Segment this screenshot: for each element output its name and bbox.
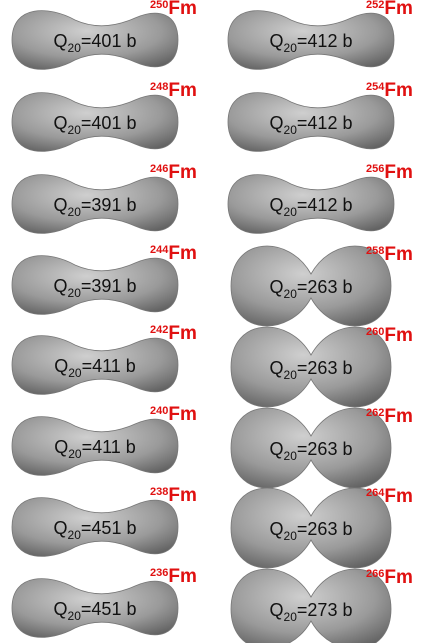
panel: Q20=412 b [228,11,394,70]
q-value: =451 b [81,599,137,619]
q-value: =401 b [81,31,137,51]
q-subscript: 20 [284,610,298,624]
q-subscript: 20 [284,205,298,219]
q-symbol: Q [270,519,284,539]
q-subscript: 20 [284,41,298,55]
q-value: =263 b [297,277,353,297]
figure: Q20=401 b250FmQ20=401 b248FmQ20=391 b246… [0,0,427,643]
element-symbol: Fm [168,80,197,101]
panel: Q20=263 b [231,246,391,326]
q-subscript: 20 [68,286,82,300]
q-value: =273 b [297,600,353,620]
element-symbol: Fm [168,243,197,264]
mass-number: 248 [150,81,168,93]
q-subscript: 20 [68,123,82,137]
element-symbol: Fm [168,404,197,425]
panel: Q20=263 b [231,408,391,488]
mass-number: 244 [150,244,169,256]
element-symbol: Fm [384,0,413,19]
q-symbol: Q [54,599,68,619]
element-symbol: Fm [168,0,197,19]
q-value: =263 b [297,519,353,539]
panel: Q20=263 b [231,488,391,568]
q-value: =412 b [297,31,353,51]
q-subscript: 20 [68,528,82,542]
mass-number: 262 [366,407,384,419]
q-symbol: Q [54,31,68,51]
element-symbol: Fm [168,485,197,506]
mass-number: 256 [366,163,384,175]
panel: Q20=411 b [12,417,178,476]
element-symbol: Fm [384,162,413,183]
element-symbol: Fm [168,566,197,587]
mass-number: 242 [150,324,168,336]
q-subscript: 20 [68,609,82,623]
q-value: =401 b [81,113,137,133]
q-symbol: Q [270,113,284,133]
q-subscript: 20 [68,447,82,461]
q-subscript: 20 [68,205,82,219]
q-symbol: Q [270,600,284,620]
element-symbol: Fm [384,406,413,427]
element-symbol: Fm [384,567,413,588]
q-symbol: Q [270,277,284,297]
q-symbol: Q [54,356,68,376]
mass-number: 240 [150,405,168,417]
q-value: =391 b [81,195,137,215]
element-symbol: Fm [384,80,413,101]
q-subscript: 20 [284,529,298,543]
q-subscript: 20 [68,366,82,380]
mass-number: 264 [366,487,385,499]
panel: Q20=451 b [12,498,178,557]
q-value: =391 b [81,276,137,296]
q-value: =411 b [82,356,136,376]
q-value: =263 b [297,439,353,459]
element-symbol: Fm [168,323,197,344]
mass-number: 266 [366,568,384,580]
mass-number: 238 [150,486,168,498]
q-symbol: Q [270,31,284,51]
q-value: =412 b [297,195,353,215]
element-symbol: Fm [384,325,413,346]
panel: Q20=263 b [231,327,391,407]
panel: Q20=451 b [12,579,178,638]
panel: Q20=412 b [228,93,394,152]
q-symbol: Q [54,276,68,296]
q-value: =412 b [297,113,353,133]
element-symbol: Fm [168,162,197,183]
q-subscript: 20 [284,287,298,301]
panel: Q20=391 b [12,175,178,234]
q-symbol: Q [54,518,68,538]
q-value: =411 b [82,437,136,457]
element-symbol: Fm [384,244,413,265]
mass-number: 258 [366,245,384,257]
panel: Q20=401 b [12,11,178,70]
panel: Q20=412 b [228,175,394,234]
q-subscript: 20 [68,41,82,55]
q-symbol: Q [270,358,284,378]
mass-number: 252 [366,0,384,11]
q-subscript: 20 [284,449,298,463]
panel: Q20=401 b [12,93,178,152]
q-value: =451 b [81,518,137,538]
mass-number: 236 [150,567,168,579]
q-subscript: 20 [284,368,298,382]
panel: Q20=391 b [12,256,178,315]
panel: Q20=273 b [231,569,391,643]
q-subscript: 20 [284,123,298,137]
panel: Q20=411 b [12,336,178,395]
mass-number: 260 [366,326,384,338]
q-symbol: Q [54,113,68,133]
q-symbol: Q [270,439,284,459]
q-value: =263 b [297,358,353,378]
mass-number: 246 [150,163,168,175]
mass-number: 250 [150,0,168,11]
q-symbol: Q [270,195,284,215]
q-symbol: Q [54,437,68,457]
mass-number: 254 [366,81,385,93]
q-symbol: Q [54,195,68,215]
element-symbol: Fm [384,486,413,507]
